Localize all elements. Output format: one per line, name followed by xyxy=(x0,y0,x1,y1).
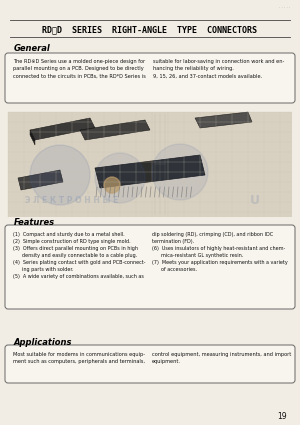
Polygon shape xyxy=(18,170,63,190)
Text: suitable for labor-saving in connection work and en-
hancing the reliability of : suitable for labor-saving in connection … xyxy=(153,59,284,78)
Polygon shape xyxy=(30,130,35,145)
Polygon shape xyxy=(95,155,205,188)
Text: control equipment, measuring instruments, and import
equipment.: control equipment, measuring instruments… xyxy=(152,352,291,364)
Circle shape xyxy=(104,177,120,193)
Text: . . . . .: . . . . . xyxy=(279,5,290,9)
Text: Э Л Е К Т Р О Н Н Ы Е: Э Л Е К Т Р О Н Н Ы Е xyxy=(25,196,118,205)
FancyBboxPatch shape xyxy=(5,53,295,103)
Circle shape xyxy=(152,144,208,200)
FancyBboxPatch shape xyxy=(5,345,295,383)
Bar xyxy=(8,112,292,217)
Polygon shape xyxy=(30,118,95,140)
Text: RD※D  SERIES  RIGHT-ANGLE  TYPE  CONNECTORS: RD※D SERIES RIGHT-ANGLE TYPE CONNECTORS xyxy=(43,25,257,34)
Text: Most suitable for modems in communications equip-
ment such as computers, periph: Most suitable for modems in communicatio… xyxy=(13,352,145,364)
Text: General: General xyxy=(14,44,51,53)
Text: (1)  Compact and sturdy due to a metal shell.
(2)  Simple construction of RD typ: (1) Compact and sturdy due to a metal sh… xyxy=(13,232,146,279)
Text: The RD※D Series use a molded one-piece design for
parallel mounting on a PCB. De: The RD※D Series use a molded one-piece d… xyxy=(13,59,146,78)
Text: dip soldering (RD), crimping (CD), and ribbon IDC
termination (FD).
(6)  Uses in: dip soldering (RD), crimping (CD), and r… xyxy=(152,232,288,272)
Text: U: U xyxy=(250,194,260,207)
Text: Features: Features xyxy=(14,218,55,227)
Circle shape xyxy=(30,145,90,205)
FancyBboxPatch shape xyxy=(5,225,295,309)
Text: Applications: Applications xyxy=(14,338,73,347)
Text: 19: 19 xyxy=(278,412,287,421)
Polygon shape xyxy=(80,120,150,140)
Polygon shape xyxy=(195,112,252,128)
Circle shape xyxy=(95,153,145,203)
